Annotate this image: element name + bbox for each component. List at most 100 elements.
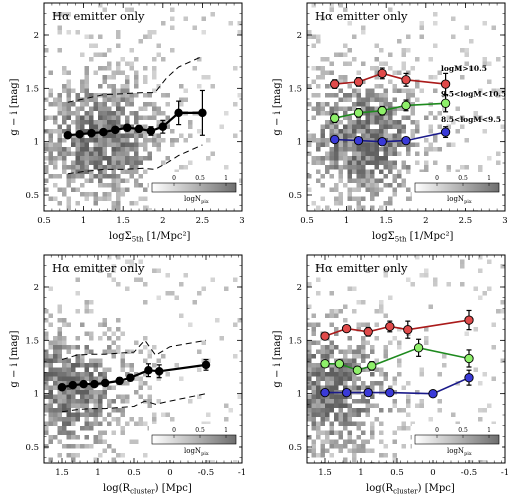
density-cell — [44, 430, 49, 435]
density-cell — [129, 160, 134, 165]
data-point — [440, 127, 451, 137]
density-cell — [316, 84, 321, 89]
density-cell — [365, 412, 370, 417]
density-cell — [174, 169, 179, 174]
density-cell — [134, 201, 139, 206]
density-cell — [316, 75, 321, 80]
density-cell — [89, 120, 94, 125]
density-cell — [325, 138, 330, 143]
density-cell — [338, 448, 343, 453]
density-cell — [66, 385, 71, 390]
density-cell — [120, 178, 125, 183]
density-cell — [129, 66, 134, 71]
density-cell — [62, 381, 67, 386]
density-cell — [343, 61, 348, 66]
density-cell — [370, 151, 375, 156]
density-cell — [383, 201, 388, 206]
density-cell — [383, 354, 388, 359]
density-cell — [53, 399, 58, 404]
x-tick-label: -1 — [501, 468, 509, 478]
density-cell — [316, 106, 321, 111]
density-cell — [93, 142, 98, 147]
density-cell — [374, 367, 379, 372]
density-cell — [338, 169, 343, 174]
density-cell — [134, 93, 139, 98]
density-cell — [84, 160, 89, 165]
density-cell — [84, 97, 89, 102]
density-cell — [116, 124, 121, 129]
density-cell — [388, 120, 393, 125]
density-cell — [71, 435, 76, 440]
density-cell — [107, 124, 112, 129]
density-cell — [338, 201, 343, 206]
density-cell — [316, 394, 321, 399]
density-cell — [361, 408, 366, 413]
density-cell — [343, 7, 348, 12]
density-cell — [48, 457, 53, 462]
density-cell — [338, 120, 343, 125]
colorbar-tick-label: 0 — [172, 427, 176, 434]
density-cell — [84, 115, 89, 120]
data-point — [330, 113, 340, 123]
density-cell — [347, 156, 352, 161]
density-cell — [102, 102, 107, 107]
density-cell — [316, 426, 321, 431]
density-cell — [98, 138, 103, 143]
density-cell — [478, 115, 483, 120]
density-cell — [406, 277, 411, 282]
density-cell — [80, 174, 85, 179]
x-tick-label: 0.5 — [390, 468, 404, 478]
density-cell — [80, 106, 85, 111]
density-cell — [334, 403, 339, 408]
density-cell — [75, 336, 80, 341]
density-cell — [89, 111, 94, 116]
density-cell — [62, 345, 67, 350]
density-cell — [473, 115, 478, 120]
colorbar-tick-label: 1 — [224, 175, 228, 182]
density-cell — [316, 390, 321, 395]
density-cell — [62, 160, 67, 165]
density-cell — [446, 165, 451, 170]
density-cell — [338, 412, 343, 417]
density-cell — [383, 349, 388, 354]
density-cell — [496, 151, 501, 156]
density-cell — [75, 111, 80, 116]
density-cell — [89, 309, 94, 314]
density-cell — [161, 160, 166, 165]
density-cell — [311, 367, 316, 372]
density-cell — [71, 160, 76, 165]
density-cell — [93, 403, 98, 408]
density-cell — [338, 408, 343, 413]
density-cell — [347, 133, 352, 138]
density-cell — [325, 394, 330, 399]
density-cell — [397, 88, 402, 93]
density-cell — [361, 385, 366, 390]
colorbar-tick-label: 0.5 — [195, 175, 205, 182]
density-cell — [89, 412, 94, 417]
density-cell — [325, 412, 330, 417]
density-cell — [347, 48, 352, 53]
density-cell — [107, 403, 112, 408]
density-cell — [120, 88, 125, 93]
density-cell — [66, 408, 71, 413]
density-cell — [347, 174, 352, 179]
density-cell — [379, 84, 384, 89]
density-cell — [71, 412, 76, 417]
density-cell — [102, 79, 107, 84]
density-cell — [361, 102, 366, 107]
density-cell — [316, 277, 321, 282]
density-cell — [343, 124, 348, 129]
density-cell — [71, 372, 76, 377]
data-point — [377, 106, 387, 116]
data-point — [122, 123, 132, 133]
density-cell — [370, 426, 375, 431]
density-cell — [138, 349, 143, 354]
density-cell — [107, 138, 112, 143]
density-cell — [347, 376, 352, 381]
density-cell — [316, 403, 321, 408]
density-cell — [165, 273, 170, 278]
x-tick-label: 2 — [423, 216, 428, 226]
density-cell — [102, 124, 107, 129]
density-cell — [329, 340, 334, 345]
data-point — [320, 331, 330, 341]
